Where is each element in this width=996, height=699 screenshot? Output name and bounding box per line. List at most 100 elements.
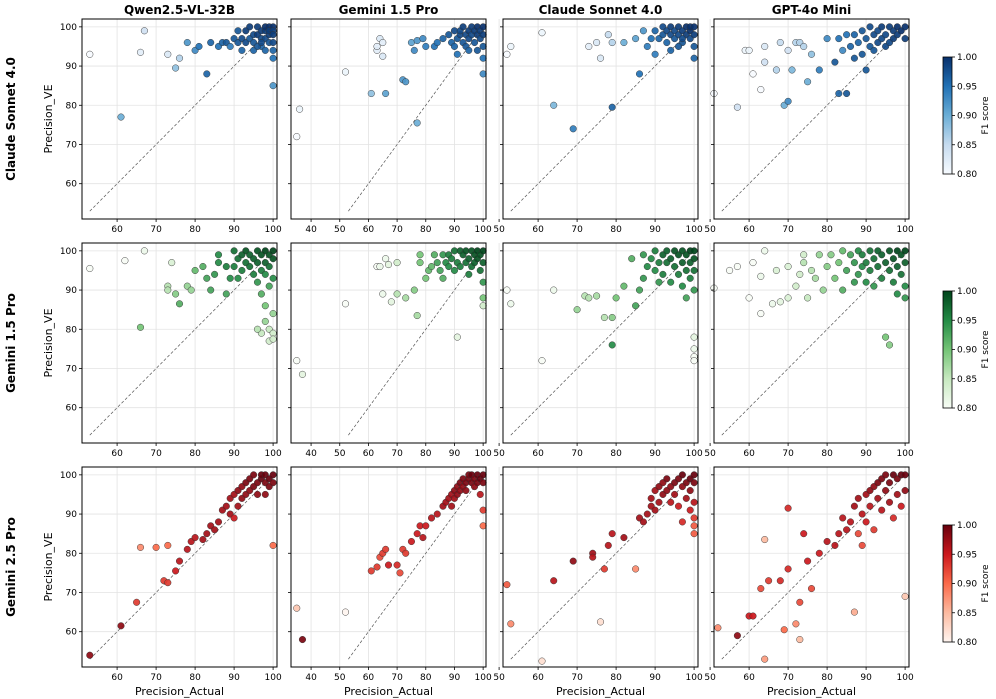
axes-frame — [290, 18, 487, 220]
x-tick-label: 60 — [111, 225, 123, 235]
data-point — [761, 247, 769, 255]
data-point — [901, 23, 909, 31]
data-point — [765, 577, 773, 585]
y-tick-label: 80 — [66, 549, 78, 559]
data-point — [854, 270, 862, 278]
data-point — [878, 251, 886, 259]
data-point — [667, 255, 675, 263]
plot-area — [503, 243, 698, 443]
data-point — [261, 490, 269, 498]
data-point — [620, 39, 628, 47]
colorbar-gradient — [942, 524, 953, 643]
column-title: Gemini 1.5 Pro — [339, 3, 439, 17]
data-point — [234, 502, 242, 510]
data-point — [261, 46, 269, 54]
data-point — [117, 113, 125, 121]
data-point — [203, 530, 211, 538]
data-point — [835, 89, 843, 98]
diagonal-line — [89, 474, 274, 660]
data-point — [269, 329, 277, 337]
data-point — [858, 50, 866, 58]
plot-area — [503, 467, 698, 667]
data-point — [866, 266, 874, 274]
x-tick-label: 100 — [265, 225, 282, 235]
x-tick-label: 50 — [704, 225, 716, 235]
data-point — [136, 48, 145, 56]
data-point — [393, 259, 401, 267]
data-point — [862, 66, 870, 74]
data-point — [593, 39, 601, 47]
x-tick-label: 80 — [610, 449, 622, 459]
data-point — [839, 514, 847, 522]
data-point — [882, 333, 890, 341]
data-point — [589, 553, 597, 561]
data-point — [885, 479, 894, 487]
data-point — [843, 31, 851, 39]
row-label: Gemini 2.5 Pro — [4, 517, 18, 617]
data-point — [889, 278, 897, 286]
data-point — [882, 259, 890, 267]
y-tick-label: 90 — [66, 510, 78, 520]
data-point — [835, 259, 843, 267]
data-point — [850, 259, 858, 267]
data-point — [885, 341, 894, 349]
data-point — [238, 46, 246, 54]
data-point — [690, 31, 698, 39]
data-point — [858, 510, 866, 518]
data-point — [901, 487, 909, 495]
data-point — [604, 541, 612, 549]
data-point — [473, 46, 481, 54]
data-point — [632, 35, 640, 43]
colorbar-tick-label: 1.00 — [957, 287, 977, 297]
data-point — [465, 46, 473, 54]
data-point — [850, 31, 858, 39]
data-point — [858, 541, 866, 549]
data-point — [800, 251, 808, 259]
data-point — [121, 257, 129, 265]
data-point — [807, 50, 816, 58]
data-point — [234, 27, 242, 35]
data-point — [476, 266, 484, 274]
data-point — [678, 471, 686, 479]
data-point — [843, 526, 851, 534]
colorbar-label: F1 score — [981, 330, 991, 368]
data-point — [889, 255, 897, 263]
x-tick-label: 90 — [228, 673, 240, 683]
data-point — [261, 302, 269, 310]
x-tick-label: 90 — [860, 225, 872, 235]
data-point — [757, 310, 765, 318]
data-point — [831, 58, 839, 66]
plot-area — [503, 19, 698, 219]
data-point — [465, 270, 473, 278]
row-label: Claude Sonnet 4.0 — [4, 57, 18, 181]
data-point — [690, 530, 698, 538]
x-tick-label: 100 — [475, 673, 492, 683]
data-point — [792, 620, 800, 628]
data-point — [882, 471, 890, 479]
data-point — [655, 278, 663, 286]
data-point — [471, 39, 479, 47]
data-point — [831, 274, 839, 282]
data-point — [655, 259, 663, 267]
data-point — [476, 490, 484, 498]
data-point — [341, 300, 350, 308]
data-point — [620, 534, 628, 542]
x-tick-label: 40 — [305, 673, 317, 683]
data-point — [749, 70, 757, 78]
x-tick-label: 50 — [334, 449, 346, 459]
x-tick-label: 70 — [571, 449, 583, 459]
data-point — [686, 487, 694, 495]
data-point — [635, 286, 644, 294]
data-point — [901, 247, 909, 255]
data-point — [651, 506, 659, 514]
data-point — [269, 31, 277, 39]
x-tick-label: 90 — [449, 673, 461, 683]
diagonal-line — [89, 26, 274, 212]
data-point — [172, 290, 180, 298]
y-tick-label: 60 — [66, 404, 78, 414]
data-point — [804, 78, 812, 86]
diagonal-line — [510, 26, 695, 212]
data-point — [427, 263, 436, 271]
data-point — [678, 259, 686, 267]
data-point — [402, 294, 410, 302]
